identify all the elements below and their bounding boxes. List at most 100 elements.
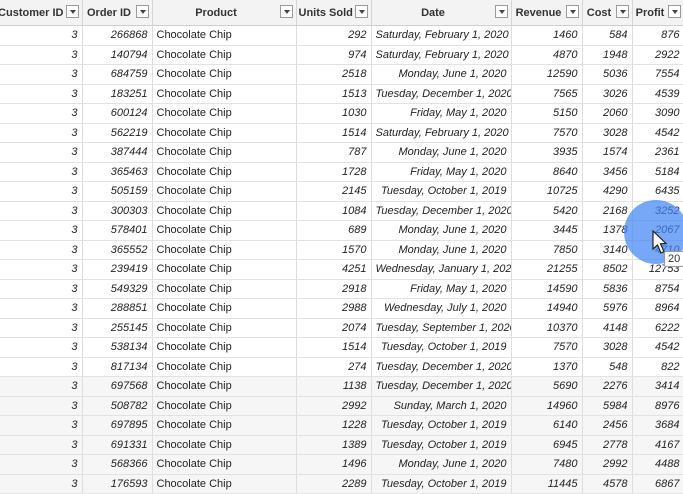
cell-units-sold[interactable]: 2992 — [296, 396, 372, 416]
table-row[interactable]: 3 562219 Chocolate Chip 1514 Saturday, Febru… — [0, 123, 683, 143]
cell-cost[interactable]: 1574 — [582, 142, 633, 163]
cell-order-id[interactable]: 578401 — [82, 220, 153, 241]
cell-order-id[interactable]: 176593 — [82, 474, 153, 494]
cell-revenue[interactable]: 5690 — [511, 376, 583, 397]
cell-customer-id[interactable]: 3 — [0, 181, 83, 202]
cell-profit[interactable]: 8976 — [632, 396, 683, 416]
cell-customer-id[interactable]: 3 — [0, 337, 83, 358]
cell-revenue[interactable]: 1370 — [511, 357, 583, 377]
cell-units-sold[interactable]: 4251 — [296, 259, 372, 280]
cell-cost[interactable]: 548 — [582, 357, 633, 377]
cell-revenue[interactable]: 8640 — [511, 162, 583, 182]
cell-profit[interactable]: 4488 — [632, 454, 683, 475]
column-header-cost[interactable]: Cost — [582, 0, 633, 26]
cell-product[interactable]: Chocolate Chip — [152, 318, 297, 338]
cell-cost[interactable]: 5984 — [582, 396, 633, 416]
table-row[interactable]: 3 365463 Chocolate Chip 1728 Friday, May 1, … — [0, 162, 683, 182]
cell-customer-id[interactable]: 3 — [0, 454, 83, 475]
table-row[interactable]: 3 140794 Chocolate Chip 974 Saturday, Februa… — [0, 45, 683, 65]
cell-cost[interactable]: 2168 — [582, 201, 633, 221]
cell-revenue[interactable]: 6140 — [511, 415, 583, 436]
cell-date[interactable]: Tuesday, October 1, 2019 — [371, 181, 512, 202]
cell-date[interactable]: Wednesday, January 1, 2020 — [371, 259, 512, 280]
column-header-customer-id[interactable]: Customer ID — [0, 0, 83, 26]
cell-revenue[interactable]: 10370 — [511, 318, 583, 338]
cell-cost[interactable]: 5836 — [582, 279, 633, 299]
cell-units-sold[interactable]: 1570 — [296, 240, 372, 260]
cell-customer-id[interactable]: 3 — [0, 240, 83, 260]
column-header-revenue[interactable]: Revenue — [511, 0, 583, 26]
cell-date[interactable]: Tuesday, December 1, 2020 — [371, 376, 512, 397]
cell-order-id[interactable]: 183251 — [82, 84, 153, 104]
cell-cost[interactable]: 3456 — [582, 162, 633, 182]
cell-product[interactable]: Chocolate Chip — [152, 396, 297, 416]
cell-product[interactable]: Chocolate Chip — [152, 142, 297, 163]
cell-order-id[interactable]: 365463 — [82, 162, 153, 182]
cell-revenue[interactable]: 6945 — [511, 435, 583, 455]
table-row[interactable]: 3 239419 Chocolate Chip 4251 Wednesday, Janu… — [0, 259, 683, 280]
cell-product[interactable]: Chocolate Chip — [152, 240, 297, 260]
cell-revenue[interactable]: 3935 — [511, 142, 583, 163]
cell-cost[interactable]: 1378 — [582, 220, 633, 241]
cell-units-sold[interactable]: 689 — [296, 220, 372, 241]
table-row[interactable]: 3 697895 Chocolate Chip 1228 Tuesday, Octobe… — [0, 415, 683, 436]
column-header-date[interactable]: Date — [371, 0, 512, 26]
table-row[interactable]: 3 691331 Chocolate Chip 1389 Tuesday, Octobe… — [0, 435, 683, 455]
cell-cost[interactable]: 2778 — [582, 435, 633, 455]
cell-date[interactable]: Monday, June 1, 2020 — [371, 240, 512, 260]
filter-dropdown-icon[interactable] — [279, 5, 293, 18]
cell-product[interactable]: Chocolate Chip — [152, 435, 297, 455]
table-row[interactable]: 3 505159 Chocolate Chip 2145 Tuesday, Octobe… — [0, 181, 683, 202]
cell-order-id[interactable]: 538134 — [82, 337, 153, 358]
cell-units-sold[interactable]: 1138 — [296, 376, 372, 397]
filter-dropdown-icon[interactable] — [354, 5, 368, 18]
cell-product[interactable]: Chocolate Chip — [152, 162, 297, 182]
cell-units-sold[interactable]: 274 — [296, 357, 372, 377]
cell-cost[interactable]: 5976 — [582, 298, 633, 319]
cell-cost[interactable]: 2060 — [582, 103, 633, 124]
cell-revenue[interactable]: 7570 — [511, 337, 583, 358]
cell-customer-id[interactable]: 3 — [0, 435, 83, 455]
cell-product[interactable]: Chocolate Chip — [152, 415, 297, 436]
filter-dropdown-icon[interactable] — [494, 5, 508, 18]
table-row[interactable]: 3 568366 Chocolate Chip 1496 Monday, June 1,… — [0, 454, 683, 475]
cell-profit[interactable]: 8754 — [632, 279, 683, 299]
cell-product[interactable]: Chocolate Chip — [152, 84, 297, 104]
cell-cost[interactable]: 4578 — [582, 474, 633, 494]
cell-customer-id[interactable]: 3 — [0, 25, 83, 46]
cell-order-id[interactable]: 697895 — [82, 415, 153, 436]
cell-customer-id[interactable]: 3 — [0, 64, 83, 85]
cell-product[interactable]: Chocolate Chip — [152, 181, 297, 202]
table-row[interactable]: 3 176593 Chocolate Chip 2289 Tuesday, Octobe… — [0, 474, 683, 494]
cell-customer-id[interactable]: 3 — [0, 474, 83, 494]
table-row[interactable]: 3 684759 Chocolate Chip 2518 Monday, June 1,… — [0, 64, 683, 85]
cell-cost[interactable]: 4148 — [582, 318, 633, 338]
cell-product[interactable]: Chocolate Chip — [152, 123, 297, 143]
cell-date[interactable]: Friday, May 1, 2020 — [371, 162, 512, 182]
cell-revenue[interactable]: 4870 — [511, 45, 583, 65]
cell-date[interactable]: Tuesday, October 1, 2019 — [371, 474, 512, 494]
cell-customer-id[interactable]: 3 — [0, 415, 83, 436]
cell-cost[interactable]: 8502 — [582, 259, 633, 280]
cell-units-sold[interactable]: 1228 — [296, 415, 372, 436]
filter-dropdown-icon[interactable] — [65, 5, 79, 18]
cell-product[interactable]: Chocolate Chip — [152, 201, 297, 221]
cell-customer-id[interactable]: 3 — [0, 84, 83, 104]
cell-product[interactable]: Chocolate Chip — [152, 64, 297, 85]
table-row[interactable]: 3 578401 Chocolate Chip 689 Monday, June 1, … — [0, 220, 683, 241]
cell-revenue[interactable]: 7570 — [511, 123, 583, 143]
cell-profit[interactable]: 3090 — [632, 103, 683, 124]
table-row[interactable]: 3 600124 Chocolate Chip 1030 Friday, May 1, … — [0, 103, 683, 124]
cell-order-id[interactable]: 562219 — [82, 123, 153, 143]
cell-customer-id[interactable]: 3 — [0, 259, 83, 280]
cell-date[interactable]: Tuesday, December 1, 2020 — [371, 84, 512, 104]
cell-customer-id[interactable]: 3 — [0, 220, 83, 241]
cell-cost[interactable]: 3028 — [582, 337, 633, 358]
table-row[interactable]: 3 183251 Chocolate Chip 1513 Tuesday, Decemb… — [0, 84, 683, 104]
cell-customer-id[interactable]: 3 — [0, 162, 83, 182]
cell-date[interactable]: Saturday, February 1, 2020 — [371, 25, 512, 46]
cell-customer-id[interactable]: 3 — [0, 357, 83, 377]
cell-date[interactable]: Saturday, February 1, 2020 — [371, 123, 512, 143]
cell-revenue[interactable]: 14960 — [511, 396, 583, 416]
cell-date[interactable]: Wednesday, July 1, 2020 — [371, 298, 512, 319]
